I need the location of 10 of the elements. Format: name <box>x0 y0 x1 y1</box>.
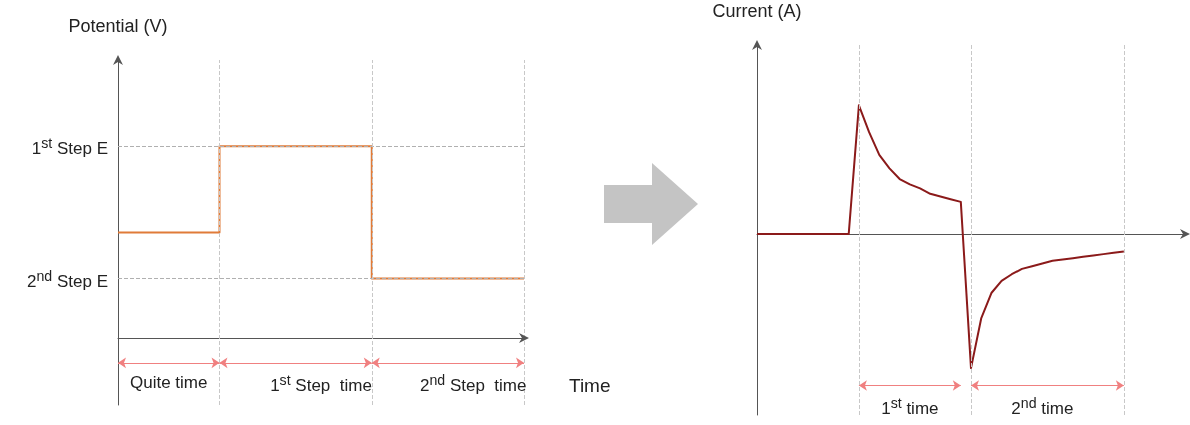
text: 2$^{nd}$ Step time <box>420 370 527 397</box>
y-axis-title: Current (A) <box>712 1 802 21</box>
ref-line-label: 2$^{nd}$ Step E <box>27 266 108 292</box>
text: Quite time <box>130 372 208 393</box>
text: 2$^{nd}$ time <box>1011 393 1074 419</box>
text: 1$^{st}$ time <box>881 393 939 419</box>
ref-line-label: 1$^{st}$ Step E <box>31 133 108 160</box>
text: 1$^{st}$ Step time <box>270 370 372 397</box>
y-axis-title: Potential (V) <box>68 16 168 36</box>
x-axis-title: Time <box>569 374 611 396</box>
